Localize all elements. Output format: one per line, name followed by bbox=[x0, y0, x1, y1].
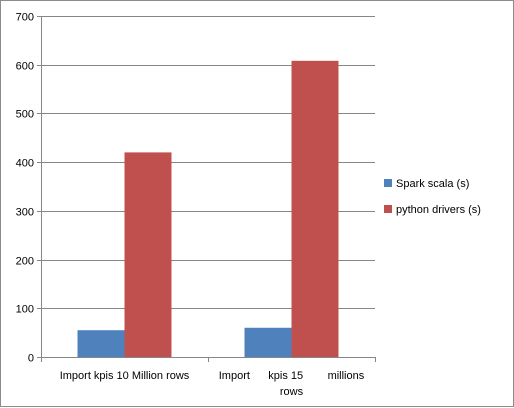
gridlines bbox=[41, 16, 375, 309]
y-tick-label: 100 bbox=[16, 304, 34, 316]
y-tick-label: 500 bbox=[16, 109, 34, 121]
y-tick-label: 700 bbox=[16, 12, 34, 24]
legend-label: python drivers (s) bbox=[396, 204, 481, 216]
bar-python-drivers-1 bbox=[124, 152, 172, 357]
bar-spark-scala-2 bbox=[244, 327, 292, 357]
category-label: Import kpis 10 Million rows bbox=[60, 370, 190, 382]
category-label: Import kpis 15 millions bbox=[219, 370, 365, 382]
legend-label: Spark scala (s) bbox=[396, 178, 469, 190]
category-labels: Import kpis 10 Million rows Import kpis 1… bbox=[60, 370, 365, 398]
y-tick-label: 600 bbox=[16, 61, 34, 73]
y-tick-labels: 0 100 200 300 400 500 600 700 bbox=[16, 12, 34, 365]
legend-swatch bbox=[384, 179, 392, 187]
bar-spark-scala-1 bbox=[77, 330, 125, 357]
y-tick-label: 200 bbox=[16, 256, 34, 268]
legend-swatch bbox=[384, 205, 392, 213]
y-tick-label: 0 bbox=[28, 353, 34, 365]
category-label: rows bbox=[280, 386, 304, 398]
bars bbox=[77, 60, 339, 358]
legend: Spark scala (s) python drivers (s) bbox=[384, 178, 481, 216]
y-tick-label: 400 bbox=[16, 158, 34, 170]
bar-python-drivers-2 bbox=[291, 60, 339, 358]
axes bbox=[37, 16, 376, 362]
y-tick-label: 300 bbox=[16, 207, 34, 219]
